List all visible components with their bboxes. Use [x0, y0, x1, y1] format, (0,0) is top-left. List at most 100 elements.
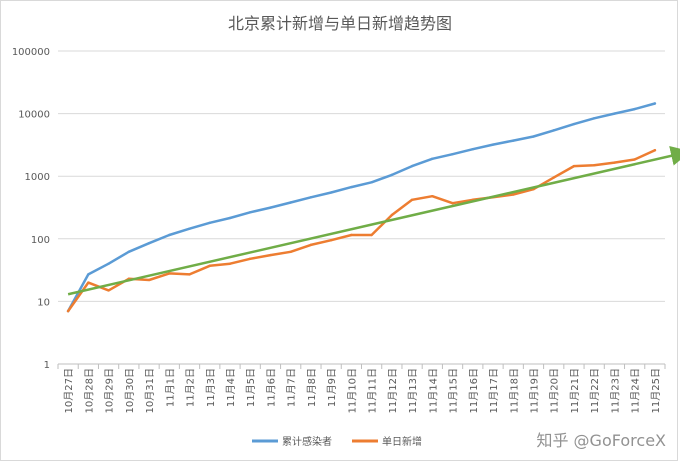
data-point: [592, 163, 596, 167]
x-tick-label: 11月24日: [630, 368, 642, 413]
x-tick-label: 10月29日: [104, 368, 116, 413]
data-point: [633, 107, 636, 111]
y-tick-label: 1: [44, 360, 50, 371]
x-tick-label: 10月27日: [63, 368, 75, 413]
data-point: [613, 161, 616, 164]
data-point: [653, 149, 657, 152]
x-tick-label: 11月5日: [245, 368, 257, 407]
y-tick-label: 100: [31, 235, 50, 246]
data-point: [532, 135, 535, 138]
x-tick-label: 11月13日: [407, 368, 419, 413]
data-point: [127, 250, 131, 253]
data-point: [188, 227, 191, 230]
data-point: [451, 152, 454, 156]
data-point: [188, 273, 191, 276]
data-point: [410, 164, 414, 168]
data-point: [350, 185, 353, 189]
x-tick-label: 11月3日: [205, 368, 217, 407]
data-point: [87, 281, 90, 284]
x-tick-label: 11月10日: [346, 368, 358, 413]
data-point: [512, 139, 515, 142]
x-tick-label: 11月4日: [225, 368, 237, 407]
x-tick-label: 11月20日: [549, 368, 561, 413]
data-point: [147, 242, 151, 245]
series-line-1: [66, 102, 657, 313]
data-point: [168, 272, 171, 275]
x-tick-label: 11月6日: [265, 368, 277, 407]
data-point: [390, 173, 394, 177]
data-point: [329, 191, 333, 194]
data-point: [512, 193, 515, 196]
data-point: [329, 238, 333, 242]
x-tick-label: 10月30日: [124, 368, 136, 413]
legend-label: 累计感染者: [282, 435, 332, 448]
data-point: [249, 211, 252, 214]
data-point: [431, 157, 434, 160]
x-tick-label: 11月8日: [306, 368, 318, 407]
x-tick-label: 10月28日: [83, 368, 95, 413]
data-point: [552, 129, 555, 132]
y-tick-label: 1000: [25, 172, 50, 183]
data-point: [451, 202, 454, 205]
x-tick-label: 11月21日: [569, 368, 581, 413]
x-tick-label: 11月12日: [387, 368, 399, 413]
data-point: [471, 147, 474, 151]
data-point: [87, 273, 90, 276]
data-point: [552, 176, 555, 179]
x-tick-label: 11月7日: [286, 368, 298, 407]
data-point: [410, 198, 414, 201]
x-tick-label: 11月25日: [650, 368, 662, 413]
data-point: [613, 112, 616, 115]
x-tick-label: 11月23日: [609, 368, 621, 413]
legend-label: 单日新增: [382, 435, 422, 448]
data-point: [309, 243, 313, 247]
data-point: [66, 309, 70, 313]
data-point: [168, 233, 171, 237]
x-tick-label: 11月22日: [589, 368, 601, 413]
data-point: [107, 289, 110, 292]
data-point: [370, 181, 373, 184]
data-point: [370, 233, 373, 237]
y-tick-label: 10000: [18, 110, 50, 121]
x-tick-label: 11月15日: [448, 368, 460, 413]
data-point: [289, 201, 292, 204]
data-point: [491, 143, 495, 146]
x-tick-label: 11月19日: [528, 368, 540, 413]
data-point: [208, 264, 211, 268]
data-point: [653, 102, 657, 105]
chart-title: 北京累计新增与单日新增趋势图: [227, 14, 452, 33]
data-point: [592, 117, 596, 120]
x-tick-label: 11月17日: [488, 368, 500, 413]
x-tick-label: 11月1日: [164, 368, 176, 407]
data-point: [228, 262, 232, 265]
data-point: [269, 206, 272, 209]
y-tick-label: 10: [37, 297, 50, 308]
trend-arrow: [67, 146, 680, 296]
x-tick-label: 11月2日: [185, 368, 197, 407]
data-point: [249, 257, 252, 260]
data-point: [269, 253, 272, 257]
data-point: [309, 196, 313, 199]
data-point: [390, 213, 394, 217]
x-tick-label: 10月31日: [144, 368, 156, 413]
data-point: [350, 233, 353, 237]
data-point: [572, 164, 576, 168]
data-point: [289, 250, 292, 253]
data-point: [208, 221, 211, 225]
data-point: [572, 122, 576, 126]
data-point: [107, 262, 110, 265]
watermark: 知乎 @GoForceX: [536, 431, 666, 450]
data-point: [147, 278, 151, 282]
data-point: [633, 158, 636, 161]
y-tick-label: 100000: [12, 47, 50, 58]
data-point: [228, 216, 232, 220]
series-line-2: [66, 148, 657, 313]
data-point: [431, 194, 434, 198]
x-tick-label: 11月14日: [427, 368, 439, 413]
x-tick-label: 11月9日: [326, 368, 338, 407]
x-tick-label: 11月16日: [468, 368, 480, 413]
x-tick-label: 11月18日: [508, 368, 520, 413]
